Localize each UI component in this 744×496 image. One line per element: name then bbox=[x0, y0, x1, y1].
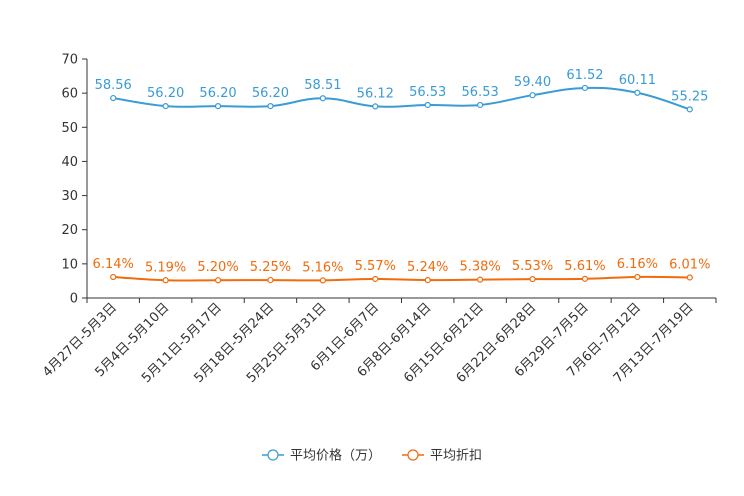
series-1-data-label: 5.53% bbox=[512, 259, 553, 274]
series-0-data-label: 55.25 bbox=[671, 89, 708, 104]
series-0-point[interactable] bbox=[267, 103, 274, 110]
series-1-data-label: 5.25% bbox=[250, 260, 291, 275]
series-1-point[interactable] bbox=[319, 277, 326, 284]
series-1-point[interactable] bbox=[686, 274, 693, 281]
series-1-point[interactable] bbox=[581, 275, 589, 282]
series-0-data-label: 56.20 bbox=[252, 86, 289, 101]
series-1-point[interactable] bbox=[634, 273, 641, 281]
series-lines bbox=[113, 86, 691, 282]
series-0-data-label: 61.52 bbox=[566, 68, 603, 83]
y-tick-label: 20 bbox=[61, 223, 78, 238]
series-0-point[interactable] bbox=[162, 103, 169, 110]
series-1-point[interactable] bbox=[477, 276, 484, 283]
legend-marker bbox=[267, 449, 279, 461]
series-0-data-label: 58.56 bbox=[95, 78, 132, 93]
legend-item-1[interactable]: 平均折扣 bbox=[402, 449, 482, 464]
series-0-data-label: 60.11 bbox=[619, 73, 656, 88]
series-0-data-label: 58.51 bbox=[304, 78, 341, 93]
series-1-point[interactable] bbox=[214, 277, 222, 284]
legend-marker bbox=[407, 449, 419, 461]
y-tick-label: 0 bbox=[70, 292, 78, 307]
series-data-labels: 58.56 56.20 56.20 56.20 58.51 56.12 56.53 56.53… bbox=[93, 68, 711, 275]
series-1-data-label: 5.16% bbox=[302, 260, 343, 275]
series-0-data-label: 56.12 bbox=[357, 86, 394, 101]
legend: 平均价格（万） 平均折扣 bbox=[262, 448, 482, 464]
series-1-point[interactable] bbox=[110, 273, 117, 281]
series-1-data-label: 5.61% bbox=[564, 259, 605, 274]
series-0-point[interactable] bbox=[477, 101, 484, 109]
series-1-data-label: 5.20% bbox=[197, 260, 238, 275]
series-line-0 bbox=[113, 86, 691, 111]
series-0-point[interactable] bbox=[634, 89, 641, 96]
legend-label: 平均折扣 bbox=[430, 449, 482, 464]
y-tick-label: 10 bbox=[61, 257, 78, 272]
series-0-data-label: 56.53 bbox=[462, 85, 499, 100]
series-1-data-label: 5.57% bbox=[355, 259, 396, 274]
series-1-data-label: 5.38% bbox=[459, 260, 500, 275]
series-0-data-label: 56.53 bbox=[409, 85, 446, 100]
series-0-point[interactable] bbox=[214, 103, 222, 110]
series-0-point[interactable] bbox=[581, 84, 589, 92]
series-0-point[interactable] bbox=[110, 94, 117, 102]
y-tick-label: 70 bbox=[61, 53, 78, 68]
y-tick-label: 40 bbox=[61, 155, 78, 170]
series-points bbox=[110, 84, 693, 284]
series-1-point[interactable] bbox=[529, 276, 536, 283]
series-1-point[interactable] bbox=[267, 276, 274, 284]
series-1-point[interactable] bbox=[162, 277, 169, 284]
series-1-point[interactable] bbox=[424, 277, 431, 284]
series-1-data-label: 6.14% bbox=[93, 257, 134, 272]
series-1-data-label: 6.16% bbox=[617, 257, 658, 272]
series-0-point[interactable] bbox=[686, 106, 693, 113]
series-1-point[interactable] bbox=[372, 275, 379, 283]
series-0-data-label: 56.20 bbox=[199, 86, 236, 101]
y-tick-label: 30 bbox=[61, 189, 78, 204]
series-1-data-label: 5.19% bbox=[145, 260, 186, 275]
series-1-data-label: 5.24% bbox=[407, 260, 448, 275]
series-0-point[interactable] bbox=[529, 92, 536, 99]
series-0-point[interactable] bbox=[319, 95, 326, 102]
series-0-point[interactable] bbox=[424, 101, 431, 109]
series-1-data-label: 6.01% bbox=[669, 257, 710, 272]
series-0-data-label: 59.40 bbox=[514, 75, 551, 90]
series-0-point[interactable] bbox=[372, 103, 379, 110]
y-tick-label: 60 bbox=[61, 87, 78, 102]
legend-item-0[interactable]: 平均价格（万） bbox=[262, 448, 381, 464]
series-line-1 bbox=[113, 275, 690, 282]
legend-label: 平均价格（万） bbox=[290, 448, 381, 464]
series-0-data-label: 56.20 bbox=[147, 86, 184, 101]
y-tick-label: 50 bbox=[61, 121, 78, 136]
